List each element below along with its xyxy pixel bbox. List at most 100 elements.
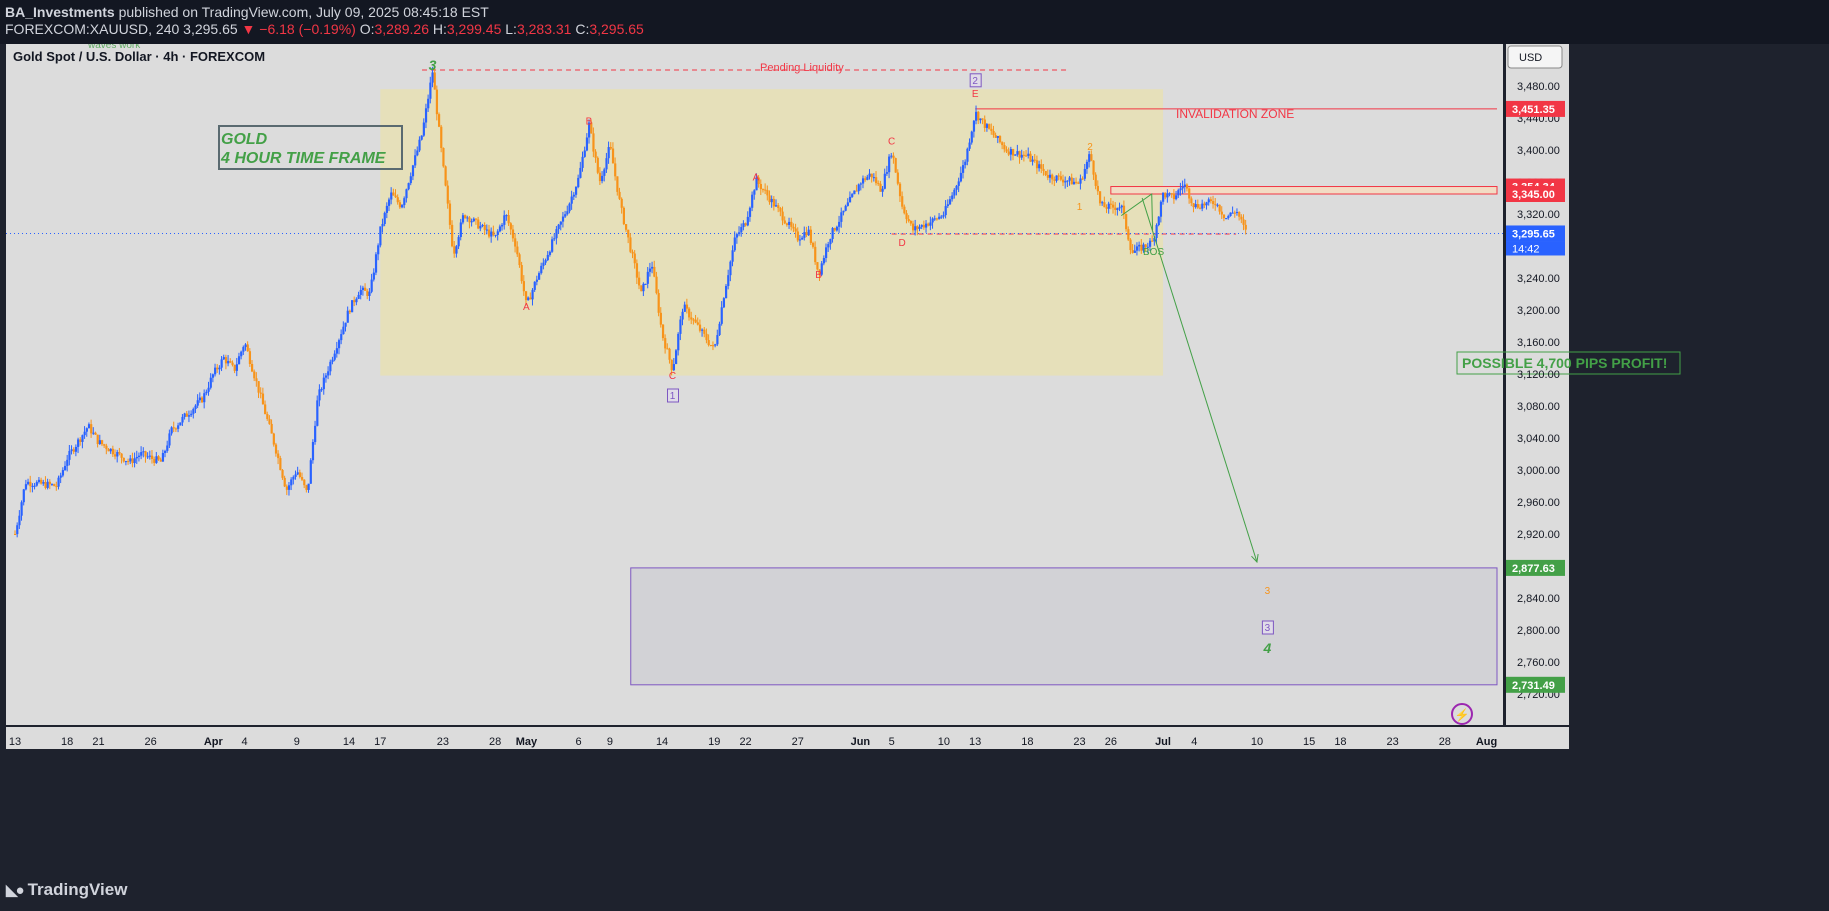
candle-body — [253, 371, 256, 379]
candle-body — [922, 224, 926, 228]
candle-body — [644, 283, 647, 285]
candle-body — [351, 300, 354, 313]
candle-body — [520, 265, 523, 282]
candle-body — [679, 319, 682, 334]
candle-body — [740, 227, 743, 233]
candle-body — [296, 472, 299, 475]
candle-body — [677, 333, 680, 351]
candle-body — [1029, 153, 1032, 162]
change-value: ▼ −6.18 (−0.19%) — [241, 21, 356, 37]
candle-body — [368, 291, 371, 296]
candle-body — [481, 224, 484, 227]
candle-body — [581, 156, 584, 168]
candle-body — [651, 266, 654, 269]
candle-body — [370, 279, 373, 292]
candle-body — [766, 190, 769, 196]
candle-body — [172, 427, 175, 429]
candle-body — [742, 223, 745, 228]
candle-body — [566, 211, 569, 215]
candle-body — [505, 215, 508, 217]
candle-body — [57, 477, 60, 487]
candle-body — [975, 111, 978, 121]
candle-body — [64, 465, 67, 471]
candle-body — [648, 268, 652, 272]
candle-body — [383, 212, 386, 224]
publisher-name[interactable]: BA_Investments — [5, 4, 115, 20]
wave-label-15: 4 — [1262, 640, 1271, 656]
candle-body — [666, 348, 669, 350]
candle-body — [1142, 244, 1145, 251]
candle-body — [96, 434, 99, 445]
candle-body — [1112, 204, 1115, 208]
candle-body — [150, 455, 154, 459]
candle-body — [72, 449, 75, 452]
candle-body — [1064, 181, 1067, 183]
candle-body — [1179, 188, 1182, 191]
candle-body — [970, 131, 973, 143]
candle-body — [1062, 179, 1065, 183]
candle-body — [1240, 216, 1243, 220]
candle-body — [809, 229, 812, 243]
candle-body — [779, 208, 782, 212]
candle-body — [931, 218, 934, 223]
candle-body — [1129, 239, 1132, 251]
candle-body — [896, 172, 899, 184]
x-tick-label: 21 — [92, 736, 104, 748]
candle-body — [387, 199, 391, 206]
candle-body — [1027, 153, 1030, 156]
currency-button[interactable] — [1507, 45, 1563, 69]
candle-body — [453, 246, 456, 254]
candle-body — [503, 215, 506, 225]
candle-body — [590, 122, 593, 134]
candle-body — [1229, 212, 1232, 217]
y-tick-label: 3,080.00 — [1517, 401, 1560, 413]
candle-body — [1088, 154, 1091, 162]
candle-body — [435, 89, 439, 115]
candle-body — [398, 202, 402, 208]
candle-body — [129, 458, 132, 462]
candle-body — [1079, 178, 1082, 184]
candle-body — [1081, 178, 1084, 180]
candle-body — [1175, 195, 1178, 200]
candle-body — [1216, 204, 1219, 206]
candle-body — [1042, 168, 1045, 171]
candle-body — [805, 232, 808, 236]
candle-body — [514, 238, 517, 247]
candle-body — [1040, 164, 1043, 169]
candle-body — [1107, 203, 1110, 209]
candle-body — [672, 364, 676, 371]
gold-label-box — [218, 125, 403, 170]
candle-body — [998, 136, 1002, 143]
candle-body — [107, 449, 110, 452]
candle-body — [627, 229, 630, 238]
candle-body — [403, 198, 406, 206]
candle-body — [942, 215, 945, 217]
candle-body — [538, 273, 541, 280]
candle-body — [483, 224, 486, 230]
candle-body — [761, 189, 765, 191]
candle-body — [346, 310, 349, 323]
candle-body — [596, 157, 599, 173]
candle-body — [509, 223, 512, 230]
candle-body — [655, 276, 658, 294]
candle-body — [948, 199, 952, 205]
candle-body — [470, 221, 473, 223]
candle-body — [153, 458, 156, 463]
candle-body — [248, 351, 252, 364]
candle-body — [911, 223, 915, 231]
candle-body — [859, 183, 863, 185]
candle-body — [87, 424, 91, 429]
chart-area[interactable]: waves work Gold Spot / U.S. Dollar · 4h ·… — [6, 44, 1829, 870]
candle-body — [953, 189, 956, 196]
x-tick-label: 22 — [739, 736, 751, 748]
candle-body — [264, 404, 267, 415]
x-tick-label: 23 — [1387, 736, 1399, 748]
candle-body — [866, 176, 869, 180]
candle-body — [709, 344, 712, 346]
tradingview-logo[interactable]: ◣● TradingView — [6, 880, 127, 900]
candle-body — [735, 234, 739, 238]
candle-body — [311, 442, 315, 461]
candle-body — [1225, 218, 1228, 220]
candle-body — [279, 458, 282, 470]
